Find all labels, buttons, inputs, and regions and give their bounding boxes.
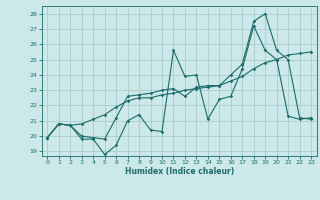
- X-axis label: Humidex (Indice chaleur): Humidex (Indice chaleur): [124, 167, 234, 176]
